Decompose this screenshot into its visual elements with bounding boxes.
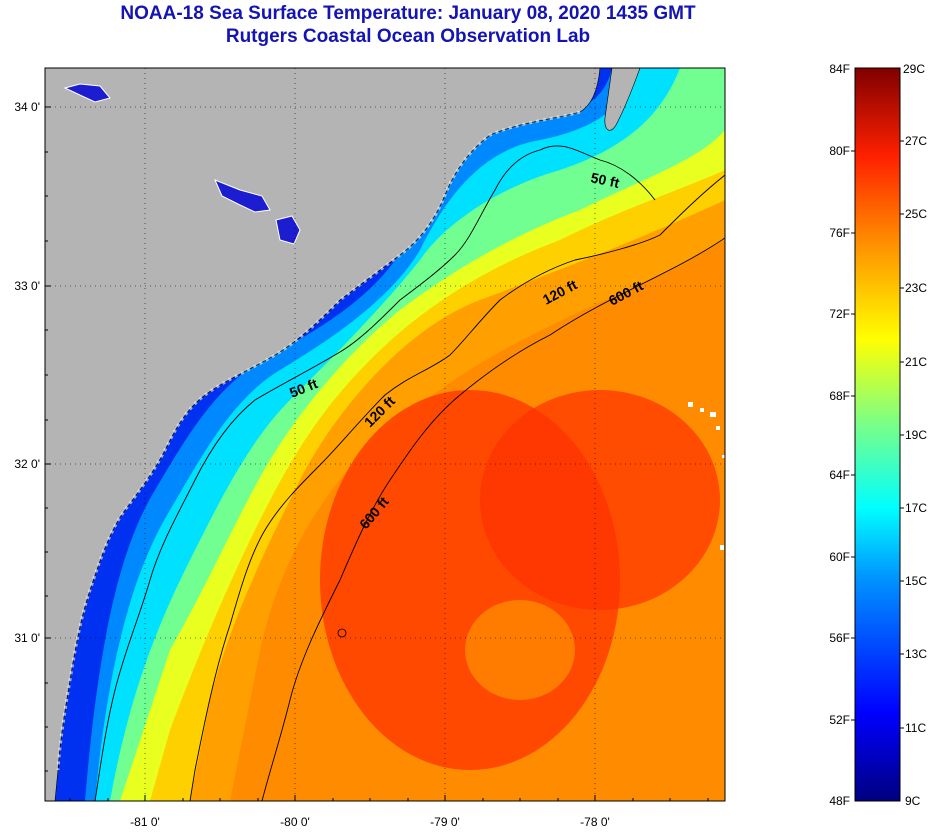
lon-tick-label: -80 0' (280, 815, 310, 829)
lat-tick-label: 33 0' (14, 279, 40, 293)
map-subtitle: Rutgers Coastal Ocean Observation Lab (225, 26, 591, 47)
colorbar-c-label: 11C (905, 721, 926, 735)
colorbar-f-label: 56F (829, 631, 850, 645)
colorbar-c-label: 23C (905, 281, 927, 295)
colorbar-f-label: 84F (829, 62, 850, 76)
colorbar: 84F 80F 76F 72F 68F 64F 60F 56F 52F 48F … (829, 62, 927, 808)
contour-50ft (94, 145, 656, 801)
colorbar-f-label: 72F (829, 307, 850, 321)
lon-tick-label: -78 0' (580, 815, 610, 829)
colorbar-c-label: 13C (905, 647, 927, 661)
colorbar-c-label: 15C (905, 574, 927, 588)
colorbar-f-label: 60F (829, 550, 850, 564)
colorbar-c-label: 19C (905, 428, 927, 442)
contour-600ft (261, 237, 725, 801)
colorbar-f-label: 68F (829, 389, 850, 403)
contour-120ft (189, 174, 725, 801)
map-title: NOAA-18 Sea Surface Temperature: January… (120, 3, 696, 24)
lon-tick-label: -79 0' (430, 815, 460, 829)
colorbar-gradient (854, 67, 901, 802)
colorbar-f-label: 48F (829, 794, 850, 808)
colorbar-c-label: 29C (903, 62, 925, 76)
colorbar-c-label: 21C (905, 355, 927, 369)
colorbar-c-label: 9C (905, 794, 921, 808)
colorbar-f-label: 64F (829, 468, 850, 482)
colorbar-c-label: 17C (905, 501, 927, 515)
colorbar-c-label: 27C (905, 134, 927, 148)
lat-tick-label: 32 0' (14, 457, 40, 471)
contour-label: 50 ft (589, 169, 621, 191)
colorbar-f-label: 52F (829, 713, 850, 727)
colorbar-f-label: 80F (829, 144, 850, 158)
lon-tick-label: -81 0' (130, 815, 160, 829)
map-frame (44, 67, 726, 802)
colorbar-f-label: 76F (829, 226, 850, 240)
colorbar-c-label: 25C (905, 207, 927, 221)
lat-tick-label: 34 0' (14, 100, 40, 114)
lat-tick-label: 31 0' (14, 631, 40, 645)
